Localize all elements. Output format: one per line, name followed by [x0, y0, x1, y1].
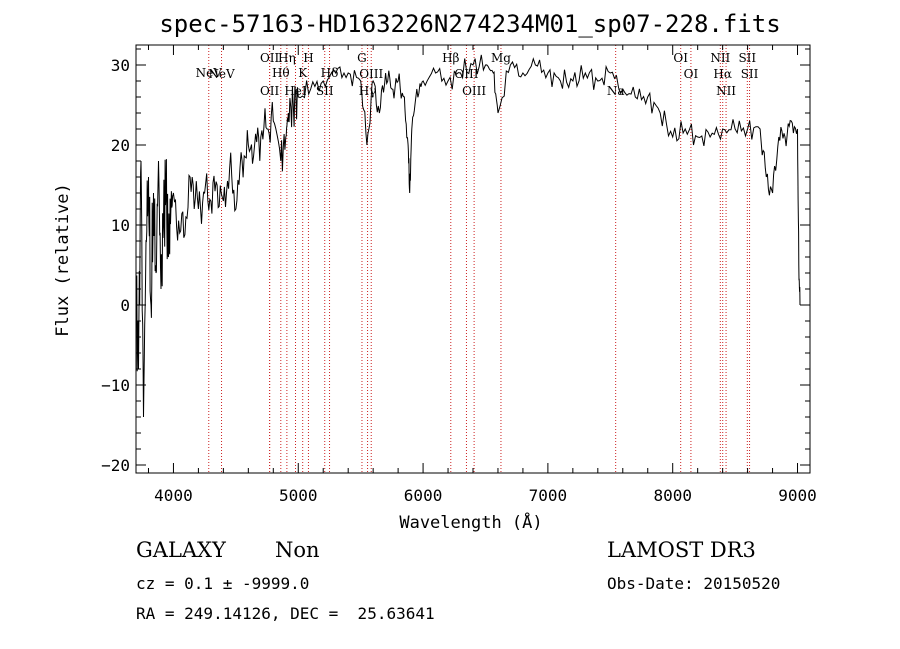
x-tick-label: 6000 [404, 486, 443, 505]
y-tick-label: −20 [101, 456, 130, 475]
observation-date: Obs-Date: 20150520 [607, 574, 781, 593]
emission-line-label: OIII [359, 67, 383, 81]
spectrum-line [135, 54, 801, 418]
y-tick-label: −10 [101, 376, 130, 395]
x-tick-label: 5000 [279, 486, 318, 505]
emission-line-label: NeV [196, 66, 223, 80]
x-tick-label: 7000 [529, 486, 568, 505]
emission-line-label: Hη [278, 51, 296, 65]
y-tick-label: 0 [120, 296, 130, 315]
x-tick-label: 8000 [653, 486, 692, 505]
x-axis-label: Wavelength (Å) [399, 511, 542, 533]
emission-line-label: HeI [284, 84, 307, 98]
x-axis-ticks: 4000 5000 6000 7000 8000 9000 [147, 45, 817, 505]
emission-line-label: NeV [208, 67, 235, 81]
emission-line-label: Hδ [321, 66, 339, 80]
emission-line-label: NII [716, 84, 736, 98]
emission-line-label: OIII [454, 67, 478, 81]
emission-line-label: Hβ [442, 51, 459, 65]
emission-line-label: OII [260, 84, 280, 98]
emission-line-label: SII [738, 51, 756, 65]
emission-line-label: G [357, 51, 367, 65]
emission-line-label: Mg [491, 51, 511, 65]
emission-line-markers [208, 45, 751, 473]
emission-line-label: OIII [462, 84, 486, 98]
chart-title: spec-57163-HD163226N274234M01_sp07-228.f… [159, 10, 780, 38]
y-tick-label: 30 [111, 56, 130, 75]
emission-line-label: OI [684, 67, 699, 81]
plot-frame [135, 44, 811, 474]
emission-line-label: Hγ [359, 84, 377, 98]
redshift-cz: cz = 0.1 ± -9999.0 [136, 574, 310, 593]
emission-line-label: OII [260, 51, 280, 65]
x-tick-label: 9000 [778, 486, 817, 505]
emission-line-label: K [298, 66, 308, 80]
y-tick-label: 20 [111, 136, 130, 155]
object-class: GALAXY [136, 538, 226, 562]
x-tick-label: 4000 [154, 486, 193, 505]
spectrum-series [135, 54, 801, 418]
emission-line-label: Hθ [272, 66, 290, 80]
emission-line-label: SII [316, 84, 334, 98]
emission-line-label: Hα [713, 67, 732, 81]
ra-dec-coordinates: RA = 249.14126, DEC = 25.63641 [136, 604, 435, 623]
emission-line-label: OI [673, 51, 688, 65]
emission-line-label: Na [607, 84, 625, 98]
emission-line-label: NII [710, 51, 730, 65]
emission-line-label: SII [741, 67, 759, 81]
object-subclass: Non [275, 538, 320, 562]
survey-name: LAMOST DR3 [607, 538, 756, 562]
y-tick-label: 10 [111, 216, 130, 235]
y-axis-ticks: −20 −10 0 10 20 30 [101, 48, 810, 475]
y-axis-label: Flux (relative) [53, 183, 73, 337]
emission-line-label: H [303, 51, 313, 65]
